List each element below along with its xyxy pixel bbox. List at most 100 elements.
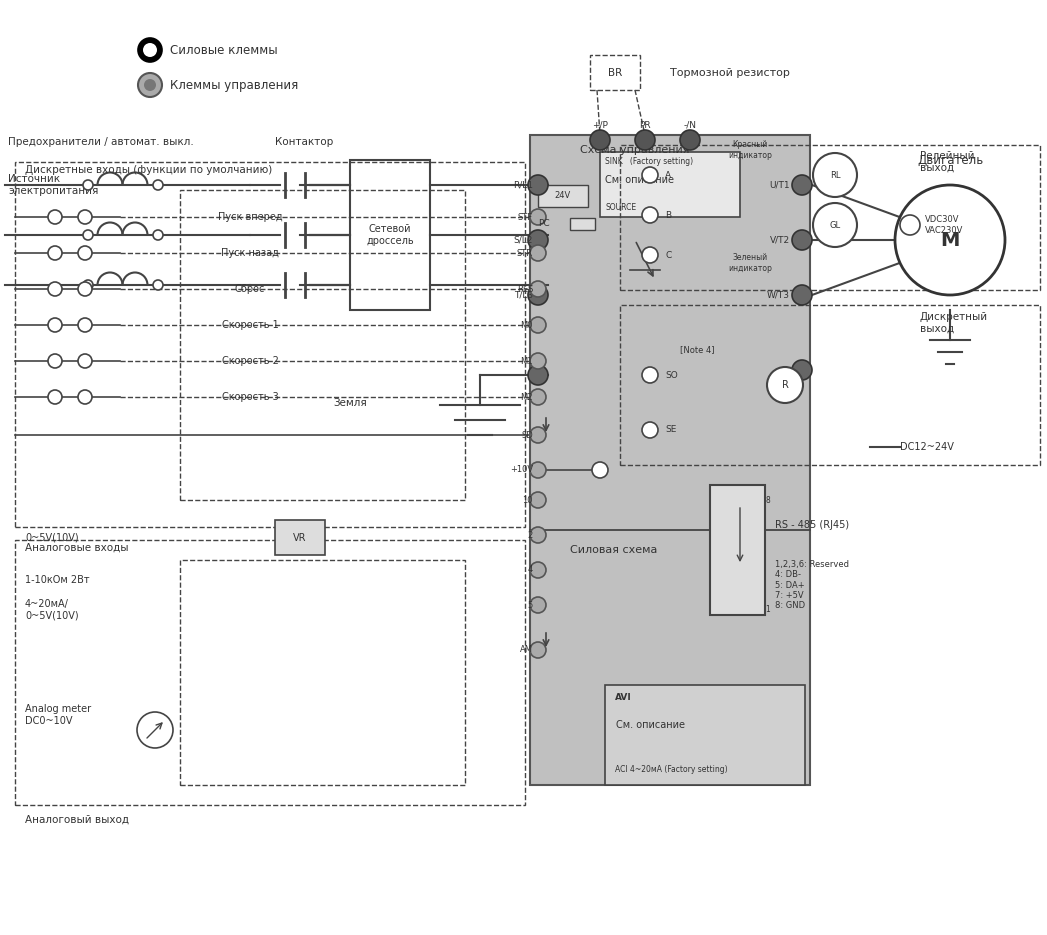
- Text: PC: PC: [538, 219, 550, 227]
- Circle shape: [528, 230, 548, 250]
- Text: Пуск назад: Пуск назад: [221, 248, 279, 258]
- Text: Релейный
выход: Релейный выход: [920, 151, 975, 173]
- Bar: [180, 190, 465, 500]
- Bar: [591, 55, 640, 90]
- Circle shape: [530, 209, 545, 225]
- Circle shape: [143, 43, 157, 57]
- FancyBboxPatch shape: [605, 685, 805, 785]
- Text: GL: GL: [829, 221, 841, 229]
- Text: Сетевой
дроссель: Сетевой дроссель: [366, 224, 414, 246]
- Text: Дискретный
выход: Дискретный выход: [920, 312, 988, 334]
- Circle shape: [153, 280, 163, 290]
- Circle shape: [792, 360, 812, 380]
- Circle shape: [530, 281, 545, 297]
- Text: SO: SO: [665, 370, 677, 380]
- Text: Земля: Земля: [333, 398, 366, 408]
- Text: Аналоговые входы: Аналоговые входы: [25, 543, 129, 553]
- Text: W/T3: W/T3: [767, 291, 790, 299]
- Text: M2: M2: [520, 393, 533, 401]
- Text: RES: RES: [516, 284, 533, 294]
- Text: AVI: AVI: [615, 693, 631, 701]
- Text: Схема управления: Схема управления: [580, 145, 690, 155]
- Text: Источник
электропитания: Источник электропитания: [8, 174, 98, 195]
- Circle shape: [153, 180, 163, 190]
- Text: Скорость 3: Скорость 3: [222, 392, 279, 402]
- Text: 5: 5: [528, 600, 533, 610]
- Bar: [620, 145, 1040, 290]
- Text: ACI 4~20мА (Factory setting): ACI 4~20мА (Factory setting): [615, 766, 728, 774]
- Circle shape: [814, 203, 857, 247]
- Circle shape: [530, 597, 545, 613]
- Circle shape: [530, 245, 545, 261]
- Text: См. описание: См. описание: [616, 720, 685, 730]
- Circle shape: [642, 247, 658, 263]
- FancyBboxPatch shape: [538, 185, 588, 207]
- Bar: [15, 540, 525, 805]
- Text: STR: STR: [517, 249, 533, 257]
- Text: 2: 2: [528, 530, 533, 539]
- Text: Пуск вперед: Пуск вперед: [218, 212, 283, 222]
- Circle shape: [48, 318, 62, 332]
- Text: RS - 485 (RJ45): RS - 485 (RJ45): [775, 520, 849, 530]
- Circle shape: [83, 230, 93, 240]
- Bar: [15, 162, 525, 527]
- Circle shape: [642, 167, 658, 183]
- Circle shape: [680, 130, 700, 150]
- Text: BR: BR: [608, 68, 622, 78]
- Text: T/L3: T/L3: [514, 291, 533, 299]
- Circle shape: [144, 79, 156, 91]
- Text: -/N: -/N: [684, 121, 696, 130]
- Circle shape: [48, 390, 62, 404]
- Circle shape: [83, 180, 93, 190]
- Circle shape: [530, 427, 545, 443]
- Circle shape: [77, 210, 92, 224]
- Text: STF: STF: [518, 212, 533, 222]
- Circle shape: [528, 285, 548, 305]
- Text: 24V: 24V: [555, 192, 571, 200]
- Circle shape: [530, 527, 545, 543]
- Text: 0~5V(10V): 0~5V(10V): [25, 532, 79, 542]
- Circle shape: [48, 354, 62, 368]
- Text: Предохранители / автомат. выкл.: Предохранители / автомат. выкл.: [8, 137, 194, 147]
- Circle shape: [83, 280, 93, 290]
- Text: 1,2,3,6: Reserved
4: DB-
5: DA+
7: +5V
8: GND: 1,2,3,6: Reserved 4: DB- 5: DA+ 7: +5V 8…: [775, 560, 849, 611]
- Circle shape: [48, 246, 62, 260]
- Text: VDC30V
VAC230V: VDC30V VAC230V: [925, 215, 963, 235]
- Circle shape: [642, 367, 658, 383]
- Text: C: C: [665, 251, 671, 260]
- Text: Силовые клеммы: Силовые клеммы: [170, 44, 277, 56]
- Text: Analog meter
DC0~10V: Analog meter DC0~10V: [25, 704, 91, 726]
- Text: Красный
индикатор: Красный индикатор: [728, 140, 772, 160]
- FancyBboxPatch shape: [530, 135, 810, 785]
- Text: AM: AM: [520, 645, 533, 654]
- Circle shape: [530, 562, 545, 578]
- Text: 1: 1: [765, 606, 770, 614]
- FancyBboxPatch shape: [710, 485, 765, 615]
- Text: U/T1: U/T1: [770, 180, 790, 190]
- Text: SD: SD: [521, 430, 533, 439]
- Circle shape: [591, 130, 610, 150]
- Text: R: R: [781, 380, 788, 390]
- Circle shape: [48, 210, 62, 224]
- Text: M: M: [940, 231, 960, 250]
- Circle shape: [592, 462, 608, 478]
- Text: См. описание: См. описание: [605, 175, 674, 185]
- Text: 8: 8: [765, 496, 770, 505]
- Circle shape: [767, 367, 803, 403]
- Text: 10: 10: [522, 496, 533, 505]
- Text: V/T2: V/T2: [770, 236, 790, 244]
- Text: SE: SE: [665, 425, 676, 435]
- Text: VR: VR: [293, 533, 307, 543]
- Circle shape: [138, 73, 162, 97]
- Text: Контактор: Контактор: [275, 137, 333, 147]
- FancyBboxPatch shape: [570, 218, 595, 230]
- Circle shape: [153, 230, 163, 240]
- Text: 4~20мА/
0~5V(10V): 4~20мА/ 0~5V(10V): [25, 599, 79, 621]
- Text: [Note 4]: [Note 4]: [680, 346, 714, 354]
- Circle shape: [530, 317, 545, 333]
- Text: Скорость 2: Скорость 2: [222, 356, 279, 366]
- Text: M0: M0: [520, 321, 533, 329]
- Text: Клеммы управления: Клеммы управления: [170, 79, 298, 92]
- Circle shape: [895, 185, 1005, 295]
- Circle shape: [900, 215, 920, 235]
